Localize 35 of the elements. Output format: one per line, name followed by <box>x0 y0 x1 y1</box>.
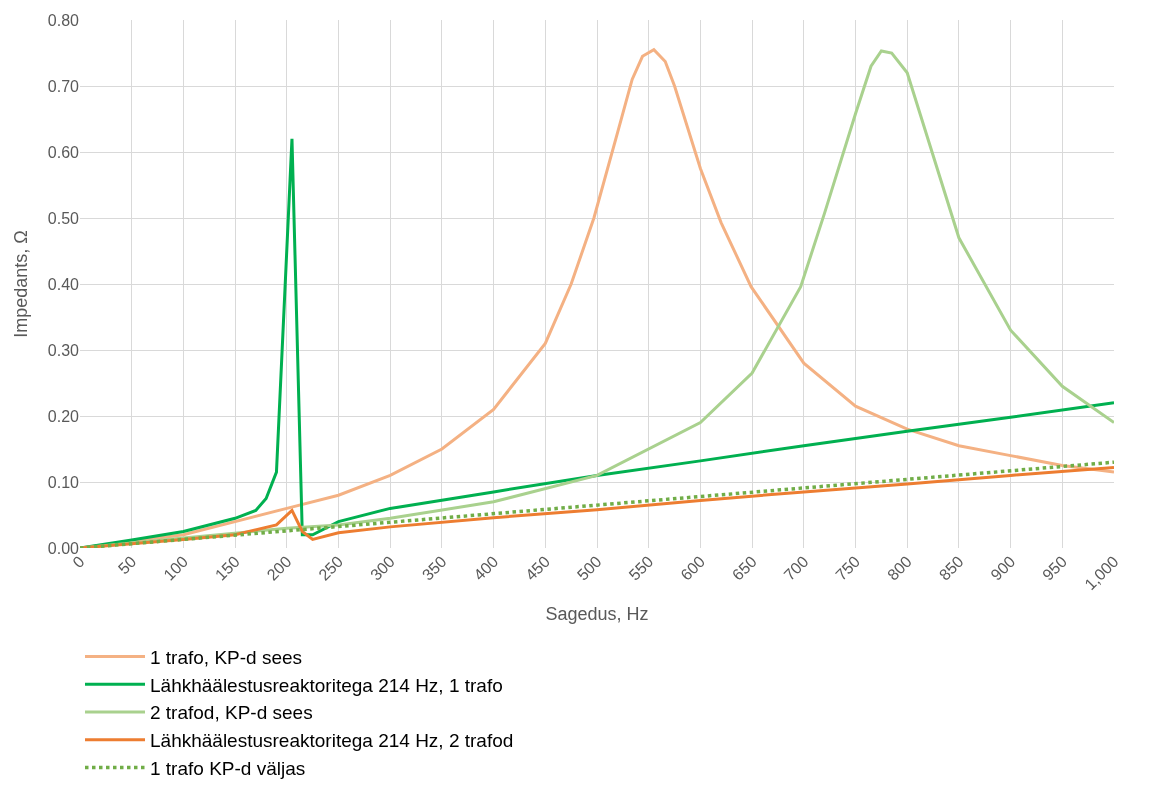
x-tick-label: 150 <box>211 552 243 584</box>
x-axis-title: Sagedus, Hz <box>545 604 649 625</box>
y-tick-label: 0.80 <box>47 11 80 29</box>
legend-label: 1 trafo KP-d väljas <box>150 757 306 779</box>
y-tick-label: 0.60 <box>47 143 80 161</box>
x-tick-label: 850 <box>935 552 967 584</box>
y-tick-label: 0.70 <box>47 77 80 95</box>
x-tick-label: 100 <box>160 552 192 584</box>
x-tick-label: 750 <box>832 552 864 584</box>
legend-label: 2 trafod, KP-d sees <box>150 702 313 724</box>
y-tick-label: 0.30 <box>47 341 80 359</box>
y-tick-label: 0.00 <box>47 539 80 557</box>
x-tick-label: 600 <box>677 552 709 584</box>
x-tick-label: 550 <box>625 552 657 584</box>
x-tick-label: 50 <box>114 552 140 578</box>
y-tick-label: 0.40 <box>47 275 80 293</box>
x-tick-label: 700 <box>780 552 812 584</box>
x-tick-label: 200 <box>263 552 295 584</box>
x-tick-label: 250 <box>315 552 347 584</box>
x-tick-label: 400 <box>470 552 502 584</box>
x-tick-label: 900 <box>987 552 1019 584</box>
legend-label: Lähkhäälestusreaktoritega 214 Hz, 1 trafo <box>150 674 503 696</box>
legend-label: Lähkhäälestusreaktoritega 214 Hz, 2 trafod <box>150 730 514 752</box>
x-tick-label: 950 <box>1039 552 1071 584</box>
legend-label: 1 trafo, KP-d sees <box>150 647 303 669</box>
y-tick-label: 0.50 <box>47 209 80 227</box>
x-tick-label: 350 <box>418 552 450 584</box>
x-tick-label: 300 <box>367 552 399 584</box>
x-tick-label: 800 <box>884 552 916 584</box>
y-tick-label: 0.20 <box>47 407 80 425</box>
y-axis-title: Impedants, Ω <box>11 230 32 338</box>
x-tick-label: 450 <box>522 552 554 584</box>
y-tick-label: 0.10 <box>47 473 80 491</box>
x-tick-label: 650 <box>728 552 760 584</box>
x-tick-label: 500 <box>573 552 605 584</box>
